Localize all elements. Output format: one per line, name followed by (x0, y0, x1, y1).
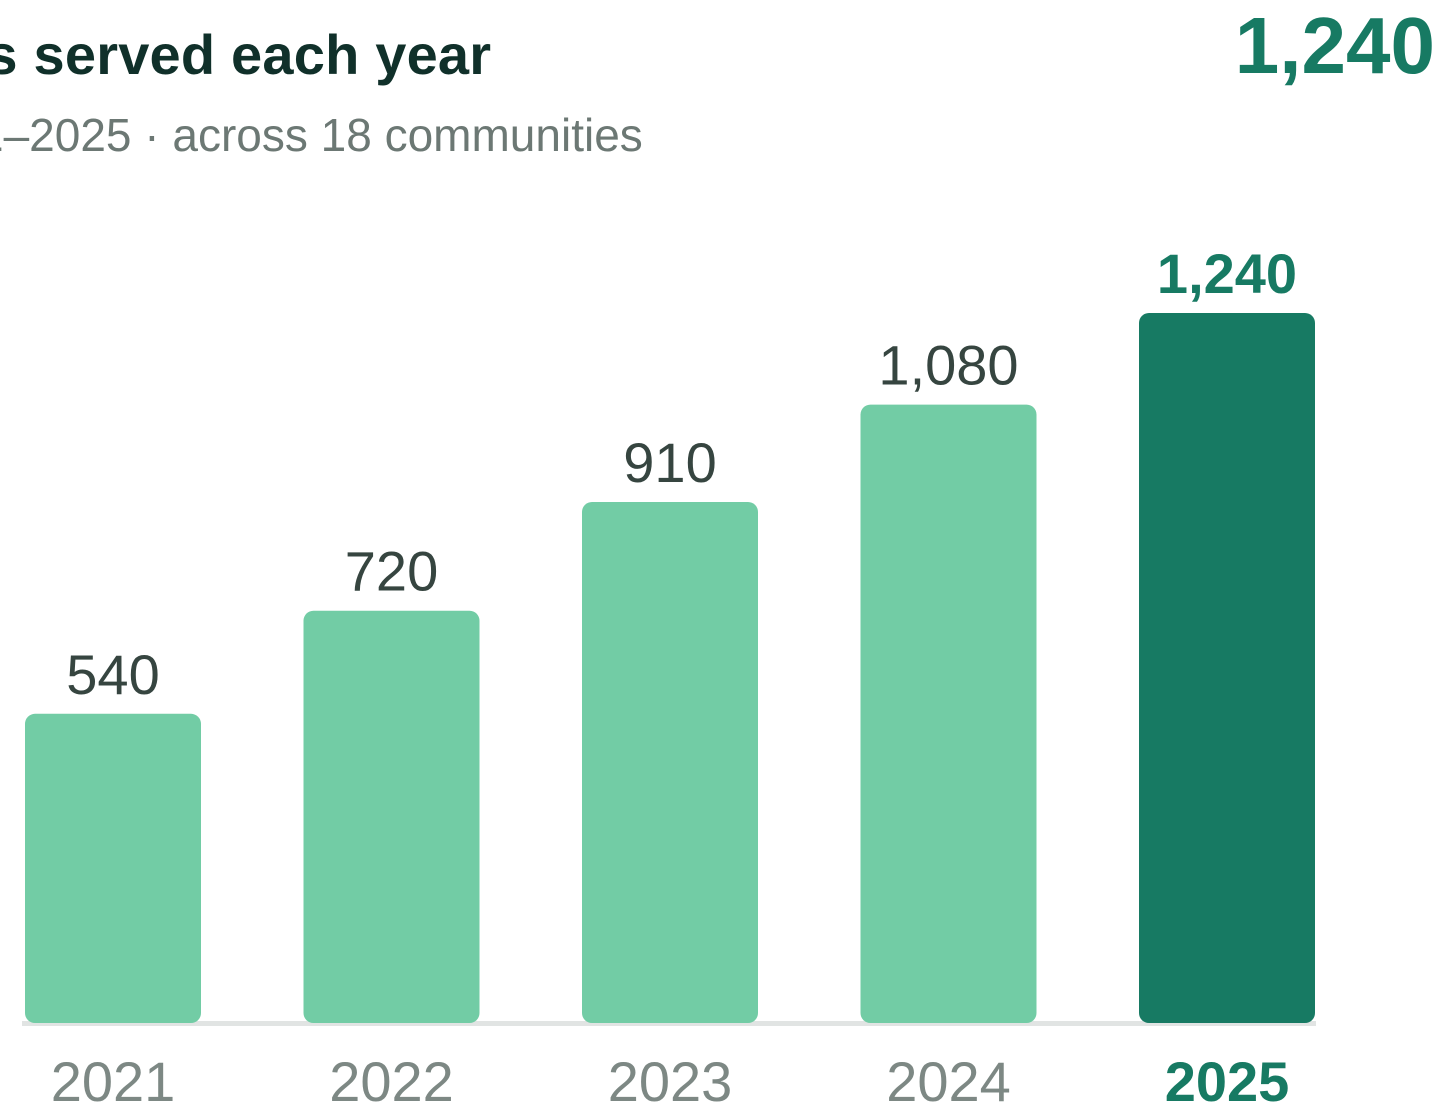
x-tick-label-2022: 2022 (329, 1050, 454, 1108)
chart-subtitle: 1–2025 · across 18 communities (0, 109, 643, 161)
x-tick-label-2024: 2024 (886, 1050, 1011, 1108)
value-label-2023: 910 (623, 431, 716, 494)
bar-2021 (25, 713, 201, 1023)
chart-title: ns served each year (0, 23, 492, 86)
bar-2022 (303, 610, 480, 1023)
x-tick-label-2025: 2025 (1165, 1050, 1290, 1108)
value-label-2025: 1,240 (1157, 242, 1297, 305)
bar-2025 (1139, 313, 1315, 1023)
x-tick-label-2021: 2021 (51, 1050, 176, 1108)
bar-2024 (860, 404, 1037, 1023)
headline-total: 1,240 (1234, 1, 1435, 90)
bar-2023 (582, 501, 758, 1023)
value-label-2024: 1,080 (878, 334, 1018, 397)
value-label-2021: 540 (66, 643, 159, 706)
x-tick-label-2023: 2023 (608, 1050, 733, 1108)
x-axis-baseline (22, 1021, 1316, 1026)
value-label-2022: 720 (345, 540, 438, 603)
